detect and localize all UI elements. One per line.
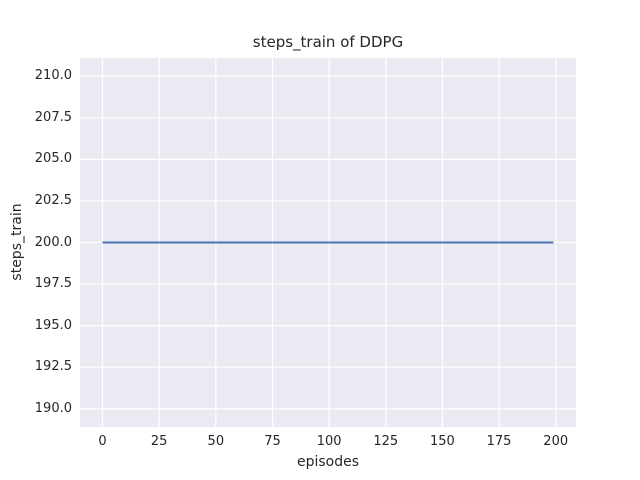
x-tick-label: 0 [98,434,107,449]
x-tick-label: 175 [486,434,512,449]
chart-title: steps_train of DDPG [252,33,404,51]
y-tick-label: 200.0 [34,234,72,250]
x-tick-label: 125 [373,434,399,449]
x-tick-label: 25 [150,434,168,449]
plot-area [80,58,576,427]
y-tick-label: 210.0 [34,68,72,84]
x-tick-label: 200 [543,434,569,449]
x-tick-label: 50 [207,434,225,449]
y-tick-label: 205.0 [34,151,72,167]
x-tick-label: 100 [316,434,342,449]
y-tick-label: 207.5 [34,109,72,125]
x-tick-label: 150 [430,434,455,449]
x-tick-label: 75 [264,434,281,449]
y-tick-label: 190.0 [34,400,72,416]
chart-canvas [80,58,576,427]
y-tick-label: 197.5 [34,276,72,292]
y-tick-label: 202.5 [34,192,72,208]
y-tick-label: 195.0 [34,317,72,333]
x-axis-label: episodes [296,454,360,470]
y-tick-label: 192.5 [34,359,72,375]
